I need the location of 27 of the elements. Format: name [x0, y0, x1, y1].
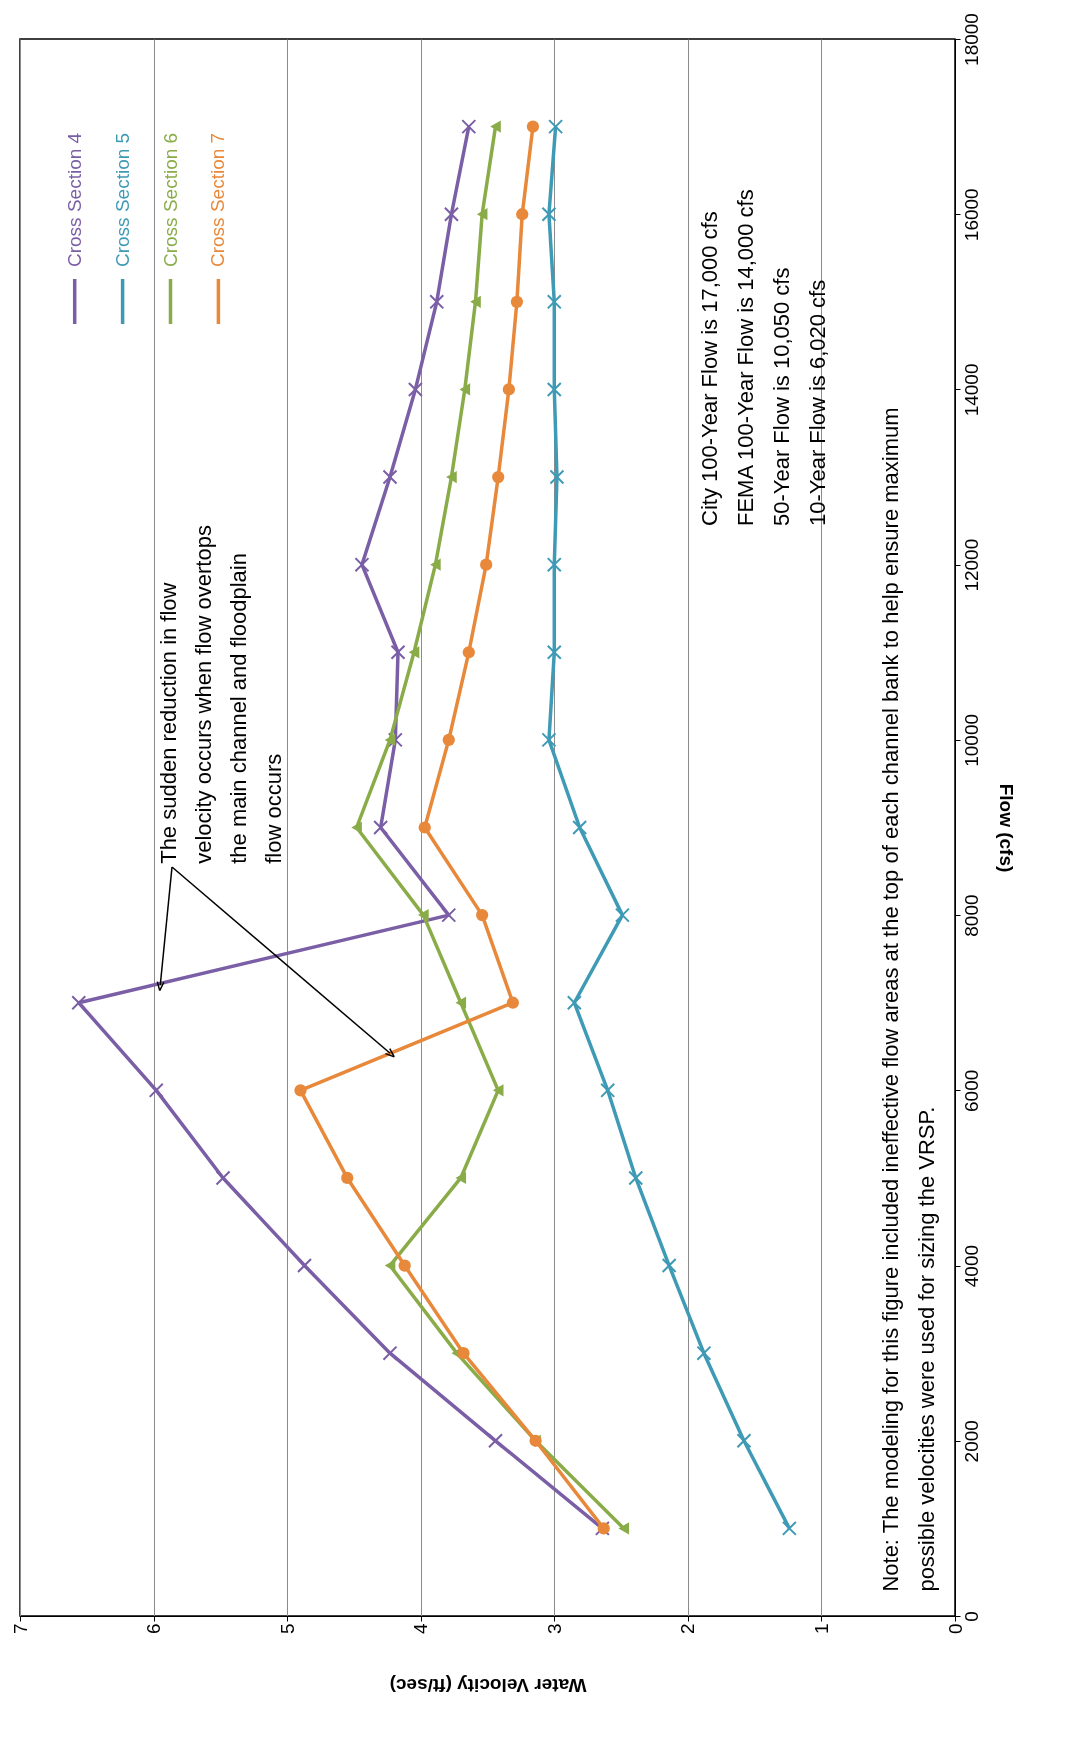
y-tick-label: 6000: [960, 1069, 982, 1112]
y-tick-label: 4000: [960, 1244, 982, 1288]
annotation: The sudden reduction in flow velocity occurs when flow overtops the main channel and floodplain flow occurs: [156, 525, 287, 864]
x-tick-label: 0: [944, 1623, 966, 1635]
annotation: Note: The modeling for this figure included ineffective flow areas at the top of each channel bank to help ensure maximum possible velocities were used for sizing the VRSP.: [877, 407, 939, 1592]
x-tick-label: 5: [276, 1623, 298, 1635]
y-tick-label: 12000: [960, 538, 982, 592]
y-tick-label: 8000: [960, 894, 982, 937]
x-tick-label: 7: [9, 1623, 31, 1635]
x-axis-title: Water Velocity (ft/sec): [389, 1675, 587, 1697]
x-tick-label: 6: [143, 1623, 165, 1635]
text: Cross Section 7: [207, 132, 229, 267]
y-tick-label: 2000: [960, 1420, 982, 1463]
y-tick-label: 18000: [960, 13, 982, 66]
text: Cross Section 5: [111, 132, 133, 267]
y-axis-title: Flow (cfs): [995, 783, 1017, 873]
y-tick-label: 0: [960, 1611, 982, 1622]
text: Cross Section 6: [159, 132, 181, 267]
x-tick-label: 1: [810, 1623, 832, 1635]
annotation: City 100-Year Flow is 17,000 cfs FEMA 100-Year Flow is 14,000 cfs 50-Year Flow is 10,050 cfs 10-Year Flow is 6,020 cfs: [697, 189, 830, 526]
x-tick-label: 4: [410, 1623, 432, 1635]
x-tick-label: 3: [543, 1623, 565, 1635]
y-tick-label: 14000: [960, 363, 982, 417]
y-tick-label: 10000: [960, 713, 982, 767]
y-tick-label: 16000: [960, 188, 982, 242]
text: Cross Section 4: [63, 132, 85, 267]
x-tick-label: 2: [677, 1623, 699, 1635]
